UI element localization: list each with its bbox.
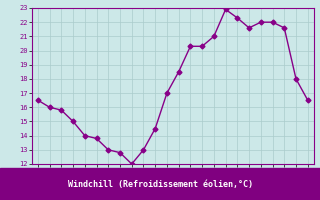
Text: Windchill (Refroidissement éolien,°C): Windchill (Refroidissement éolien,°C) [68,180,252,188]
